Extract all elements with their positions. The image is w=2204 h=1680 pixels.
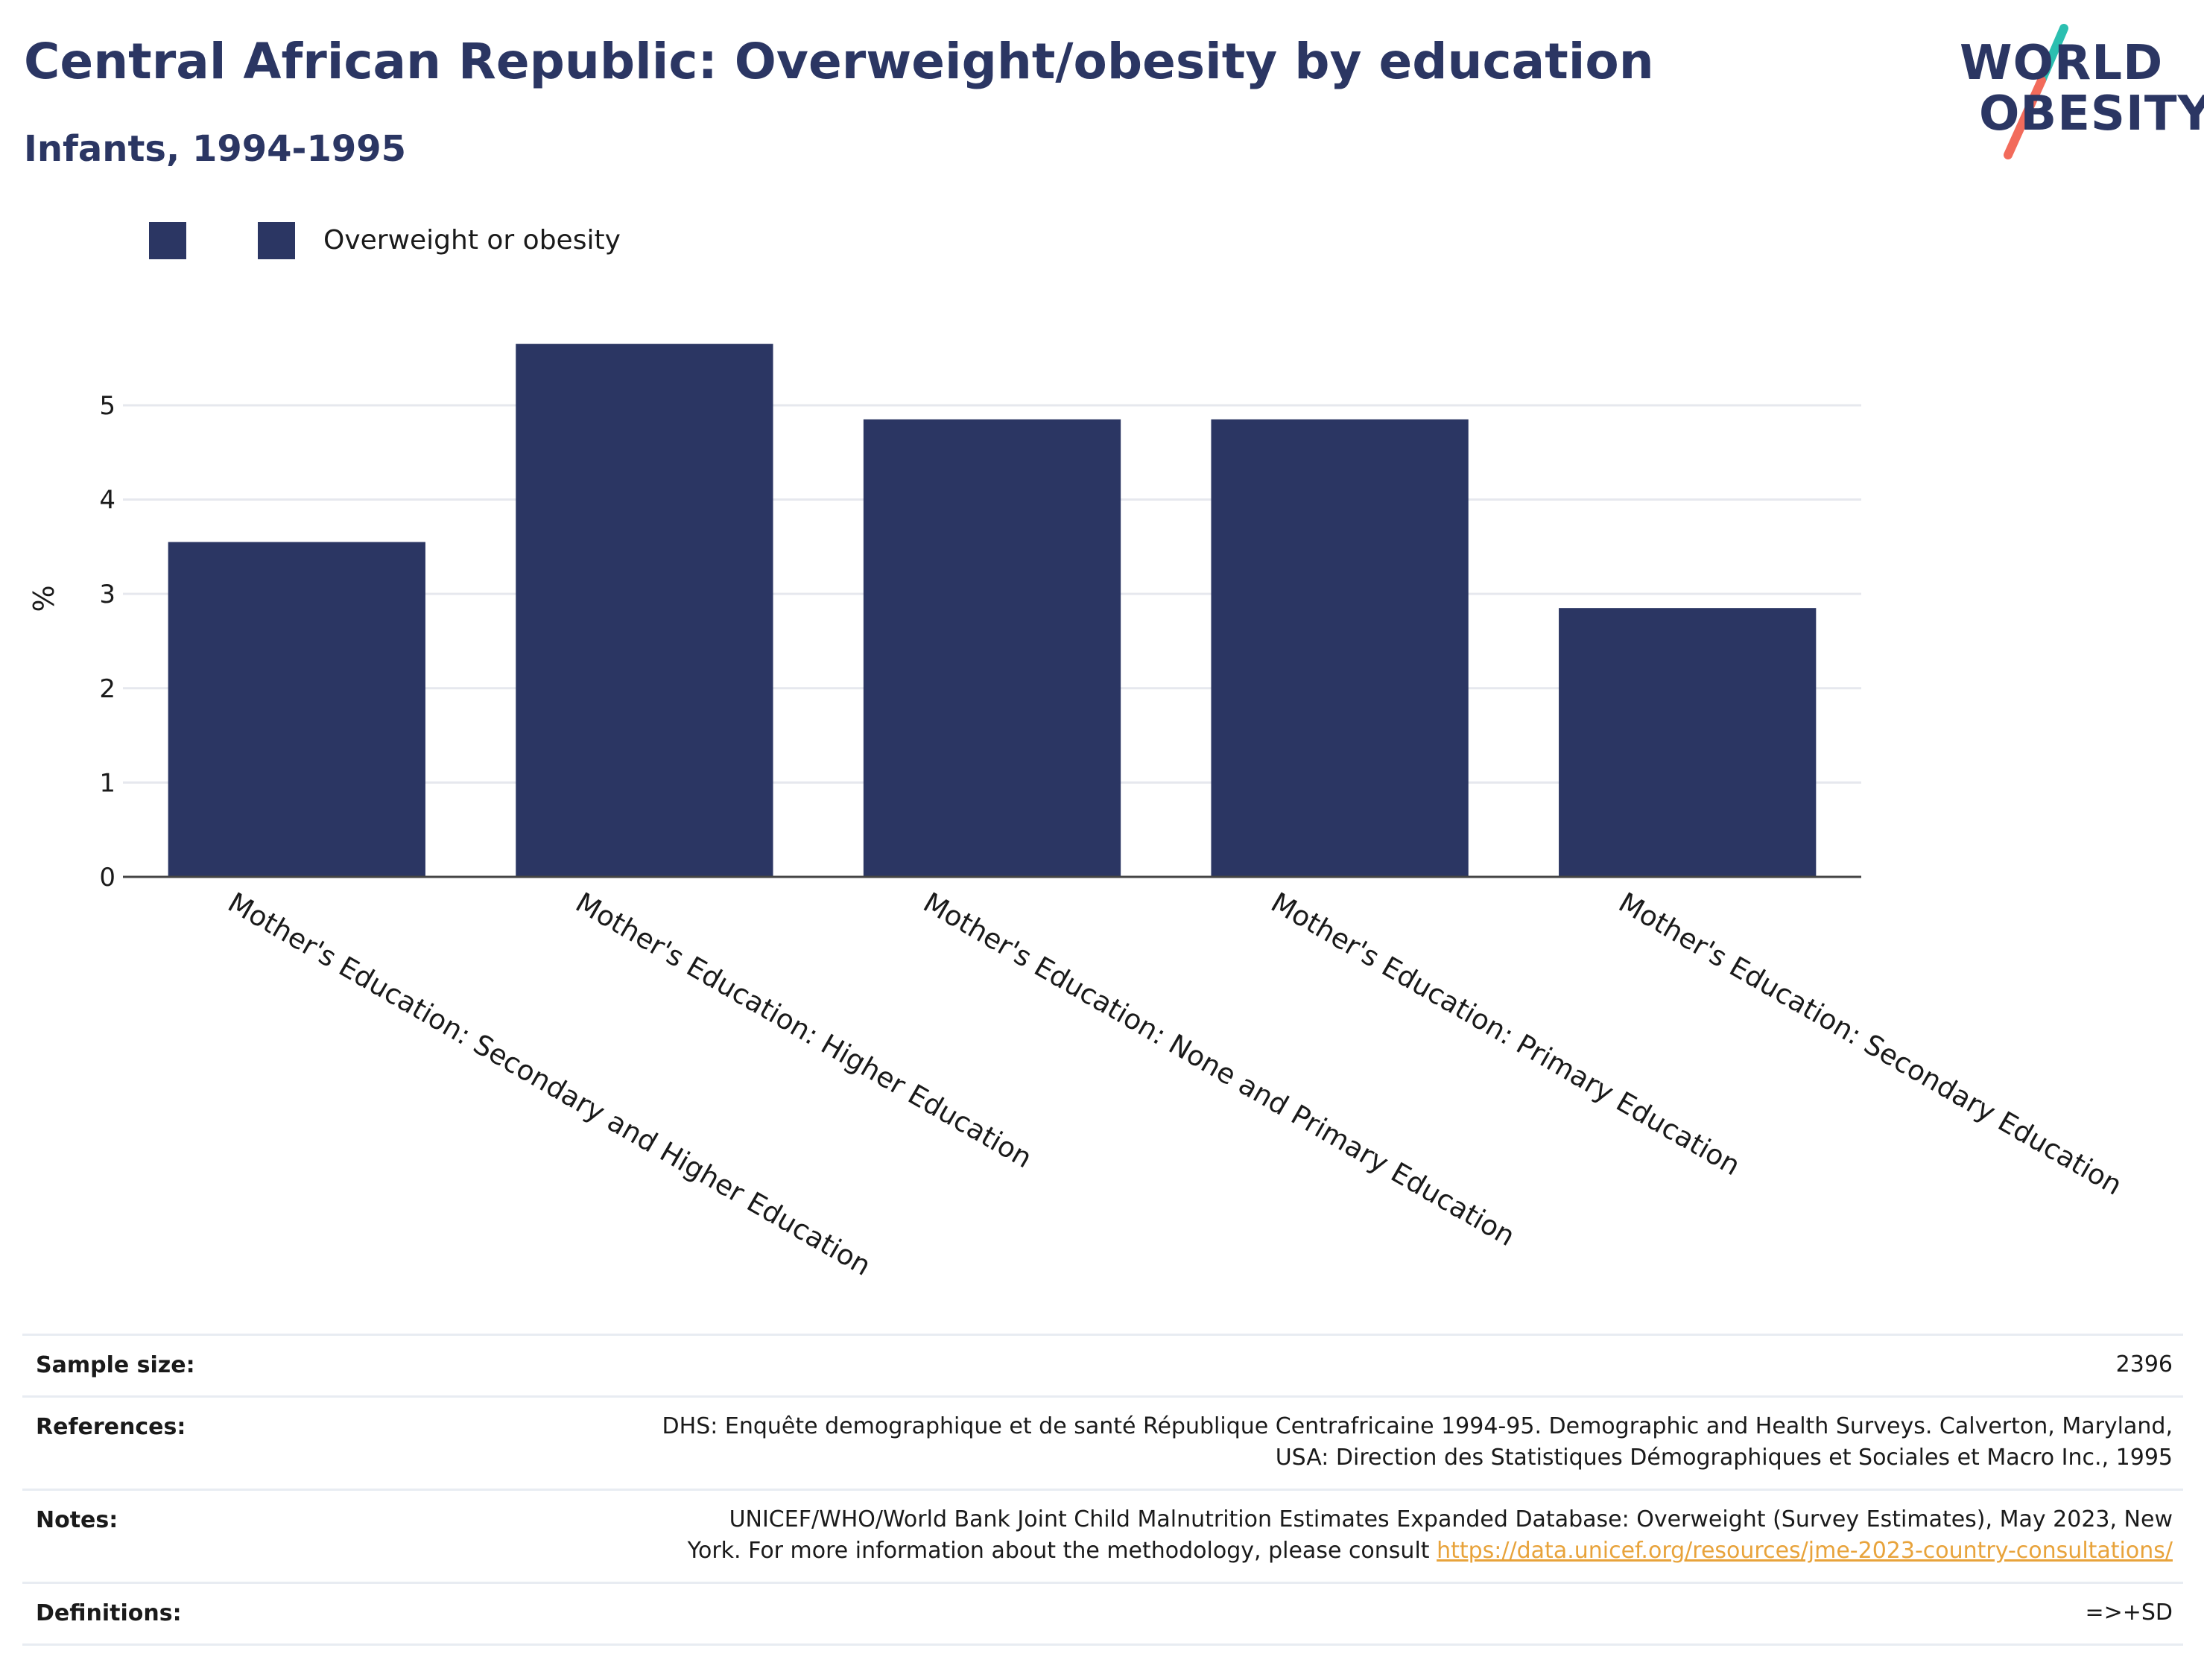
legend-swatch-overweight[interactable] (258, 222, 295, 259)
info-label: References: (36, 1414, 186, 1440)
logo-text-obesity: OBESITY (1979, 86, 2204, 142)
bar (516, 343, 773, 877)
bar (168, 542, 425, 877)
info-value-line: USA: Direction des Statistiques Démograp… (1275, 1445, 2173, 1471)
chart-subtitle: Infants, 1994-1995 (24, 128, 407, 170)
info-value-line: UNICEF/WHO/World Bank Joint Child Malnut… (729, 1506, 2173, 1532)
info-table: Sample size: 2396 References: DHS: Enquê… (22, 1334, 2183, 1646)
info-row-sample-size: Sample size: 2396 (22, 1334, 2183, 1395)
bar (1559, 608, 1817, 877)
info-value: =>+SD (2085, 1600, 2173, 1626)
y-tick-label: 5 (99, 391, 115, 421)
info-label: Sample size: (36, 1352, 195, 1378)
bar-chart: 0 1 2 3 4 5% Mother's Education: Secondary and… (28, 343, 2127, 1282)
y-tick-label: 0 (99, 863, 115, 893)
chart-title: Central African Republic: Overweight/obe… (24, 33, 1654, 90)
info-value: UNICEF/WHO/World Bank Joint Child Malnut… (22, 1491, 2183, 1567)
y-tick-label: 4 (99, 486, 115, 516)
y-tick-label: 2 (99, 674, 115, 704)
info-value-text: York. For more information about the met… (687, 1538, 1437, 1564)
info-value-line: DHS: Enquête demographique et de santé R… (662, 1413, 2173, 1439)
bar (863, 419, 1121, 877)
x-tick-label: Mother's Education: Secondary and Higher… (223, 887, 876, 1282)
legend-swatch-empty[interactable] (149, 222, 186, 259)
info-label: Definitions: (36, 1600, 182, 1626)
logo-text-world: WORLD (1960, 36, 2164, 91)
bar (1211, 419, 1469, 877)
info-value-line: York. For more information about the met… (22, 1535, 2173, 1567)
methodology-link[interactable]: https://data.unicef.org/resources/jme-20… (1437, 1538, 2173, 1564)
y-tick-label: 1 (99, 768, 115, 798)
y-axis-label: % (28, 585, 60, 612)
legend-label-overweight: Overweight or obesity (323, 225, 621, 256)
y-tick-label: 3 (99, 580, 115, 609)
info-value: DHS: Enquête demographique et de santé R… (22, 1398, 2183, 1474)
x-tick-label: Mother's Education: None and Primary Edu… (918, 887, 1521, 1253)
info-row-definitions: Definitions: =>+SD (22, 1582, 2183, 1646)
logo-slash-icon (2004, 24, 2068, 159)
info-value: 2396 (2115, 1351, 2173, 1378)
info-row-notes: Notes: UNICEF/WHO/World Bank Joint Child… (22, 1489, 2183, 1582)
world-obesity-logo: WORLD OBESITY (1937, 21, 2204, 170)
info-label: Notes: (36, 1507, 118, 1533)
info-row-references: References: DHS: Enquête demographique e… (22, 1395, 2183, 1489)
